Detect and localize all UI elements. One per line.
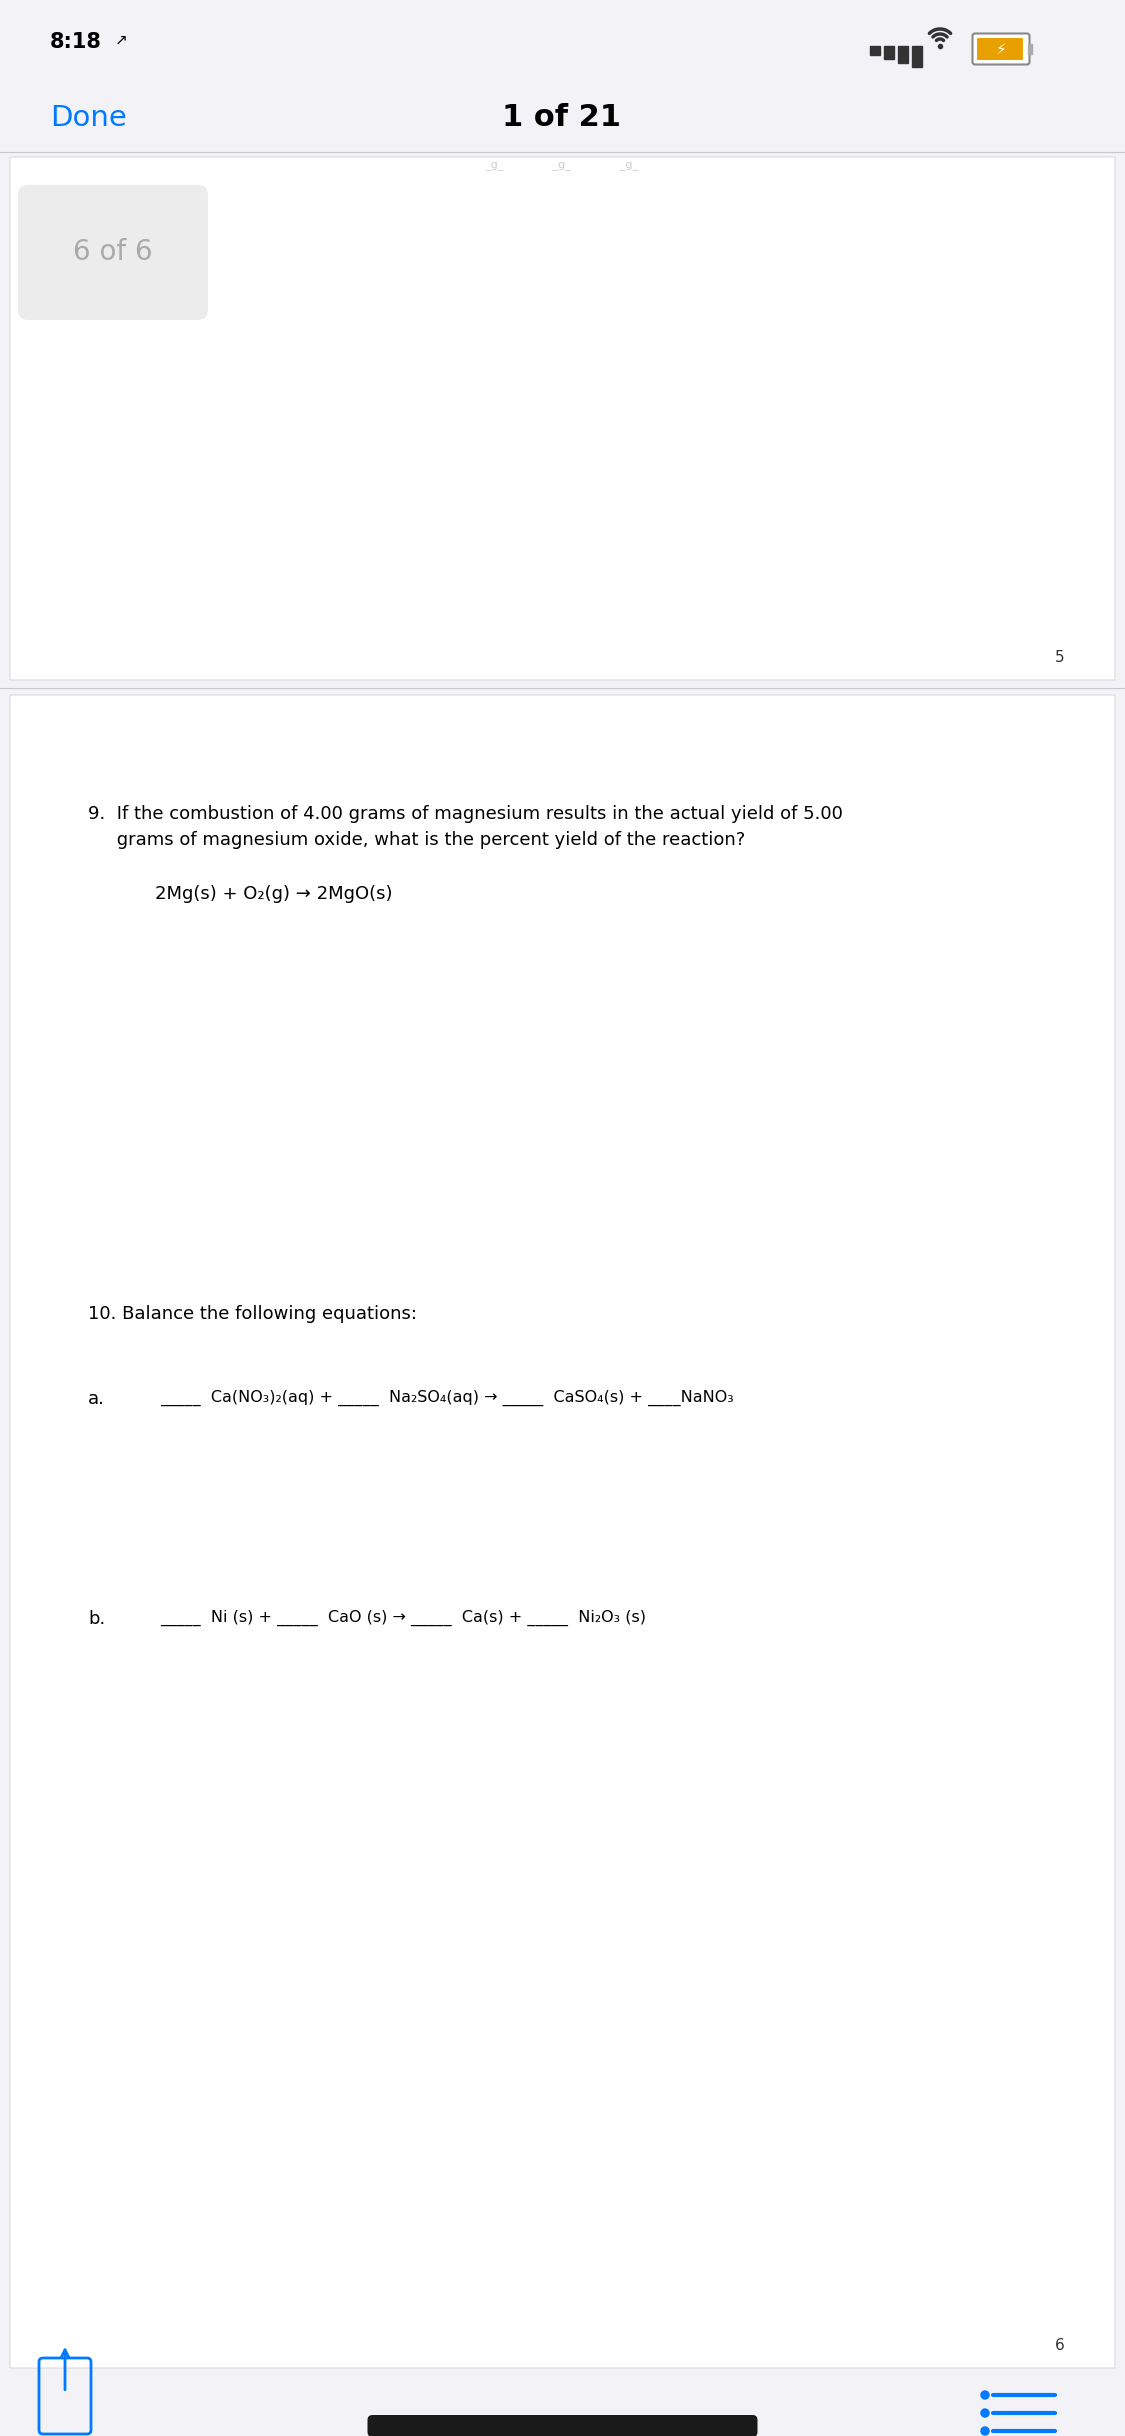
Text: ⚡: ⚡ [996, 41, 1007, 56]
Text: 9.  If the combustion of 4.00 grams of magnesium results in the actual yield of : 9. If the combustion of 4.00 grams of ma… [88, 804, 843, 823]
Bar [1028, 44, 1032, 54]
Text: b.: b. [88, 1610, 106, 1627]
Text: 8:18: 8:18 [50, 32, 102, 51]
Text: _g_              _g_              _g_: _g_ _g_ _g_ [486, 161, 639, 171]
Text: 6: 6 [1055, 2339, 1065, 2353]
Text: Done: Done [50, 105, 127, 132]
Text: _____  Ca(NO₃)₂(aq) + _____  Na₂SO₄(aq) → _____  CaSO₄(s) + ____NaNO₃: _____ Ca(NO₃)₂(aq) + _____ Na₂SO₄(aq) → … [160, 1391, 734, 1406]
Text: 10. Balance the following equations:: 10. Balance the following equations: [88, 1306, 417, 1323]
Bar [912, 46, 922, 68]
FancyBboxPatch shape [10, 156, 1115, 680]
Circle shape [981, 2392, 989, 2399]
Text: 5: 5 [1055, 650, 1064, 665]
Text: ↗: ↗ [115, 32, 128, 46]
FancyBboxPatch shape [10, 694, 1115, 2368]
FancyBboxPatch shape [368, 2414, 757, 2436]
FancyBboxPatch shape [18, 185, 208, 319]
FancyBboxPatch shape [976, 39, 1023, 61]
Text: _____  Ni (s) + _____  CaO (s) → _____  Ca(s) + _____  Ni₂O₃ (s): _____ Ni (s) + _____ CaO (s) → _____ Ca(… [160, 1610, 646, 1627]
Bar [870, 46, 880, 56]
Text: 1 of 21: 1 of 21 [503, 102, 621, 132]
Text: 2Mg(s) + O₂(g) → 2MgO(s): 2Mg(s) + O₂(g) → 2MgO(s) [155, 884, 393, 904]
Bar [884, 46, 894, 58]
Circle shape [981, 2409, 989, 2417]
Bar [898, 46, 908, 63]
Text: 6 of 6: 6 of 6 [73, 239, 153, 266]
FancyBboxPatch shape [972, 34, 1029, 63]
Circle shape [981, 2426, 989, 2436]
Text: grams of magnesium oxide, what is the percent yield of the reaction?: grams of magnesium oxide, what is the pe… [88, 831, 745, 850]
Text: a.: a. [88, 1391, 105, 1408]
